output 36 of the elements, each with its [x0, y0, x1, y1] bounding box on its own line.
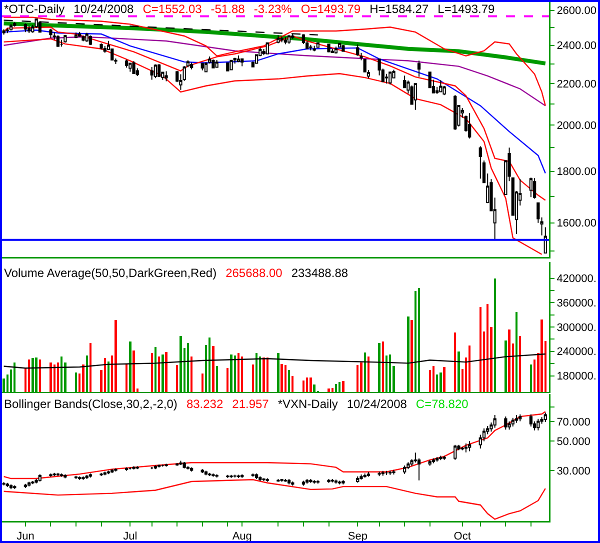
annotation: 21.957 [232, 397, 269, 411]
annotation: -51.88 [210, 2, 245, 16]
annotation: *VXN-Daily [278, 397, 338, 411]
y-tick-label: 180000. [556, 370, 596, 383]
y-tick-label: 2000.00 [556, 120, 596, 132]
y-tick-label: 300000. [556, 322, 596, 334]
y-tick-label: 50.000 [556, 436, 590, 448]
x-tick-label: Jun [16, 530, 34, 543]
y-tick-label: 2200.00 [556, 78, 596, 90]
annotation: H=1584.27 [370, 2, 429, 16]
y-tick-label: 1800.00 [556, 166, 596, 178]
annotation: 83.232 [186, 397, 224, 411]
y-tick-label: 70.000 [556, 416, 590, 428]
x-tick-label: Jul [123, 530, 138, 543]
y-tick-label: 30.000 [556, 465, 590, 478]
annotation: O=1493.79 [300, 2, 361, 16]
y-tick-label: 240000. [556, 346, 596, 358]
annotation: -3.23% [254, 2, 292, 16]
annotation: C=1552.03 [142, 2, 202, 16]
annotation: 233488.88 [291, 266, 348, 280]
chart-subtitle: 10/24/2008 [74, 2, 134, 16]
y-tick-label: 2400.00 [556, 40, 596, 52]
annotation: 10/24/2008 [346, 397, 407, 411]
chart-title: *OTC-Daily [4, 2, 65, 16]
chart-title: Bollinger Bands(Close,30,2,-2,0) [4, 397, 178, 411]
y-tick-label: 360000. [556, 297, 596, 310]
y-tick-label: 2600.00 [556, 5, 596, 18]
y-tick-label: 420000. [556, 273, 596, 286]
annotation: L=1493.79 [438, 2, 495, 16]
x-tick-label: Aug [232, 530, 252, 543]
annotation: C=78.820 [416, 397, 468, 411]
x-tick-label: Oct [454, 530, 471, 543]
annotation: 265688.00 [226, 266, 282, 280]
chart-title: Volume Average(50,50,DarkGreen,Red) [4, 266, 217, 280]
x-tick-label: Sep [348, 530, 368, 543]
y-tick-label: 1600.00 [556, 218, 596, 230]
